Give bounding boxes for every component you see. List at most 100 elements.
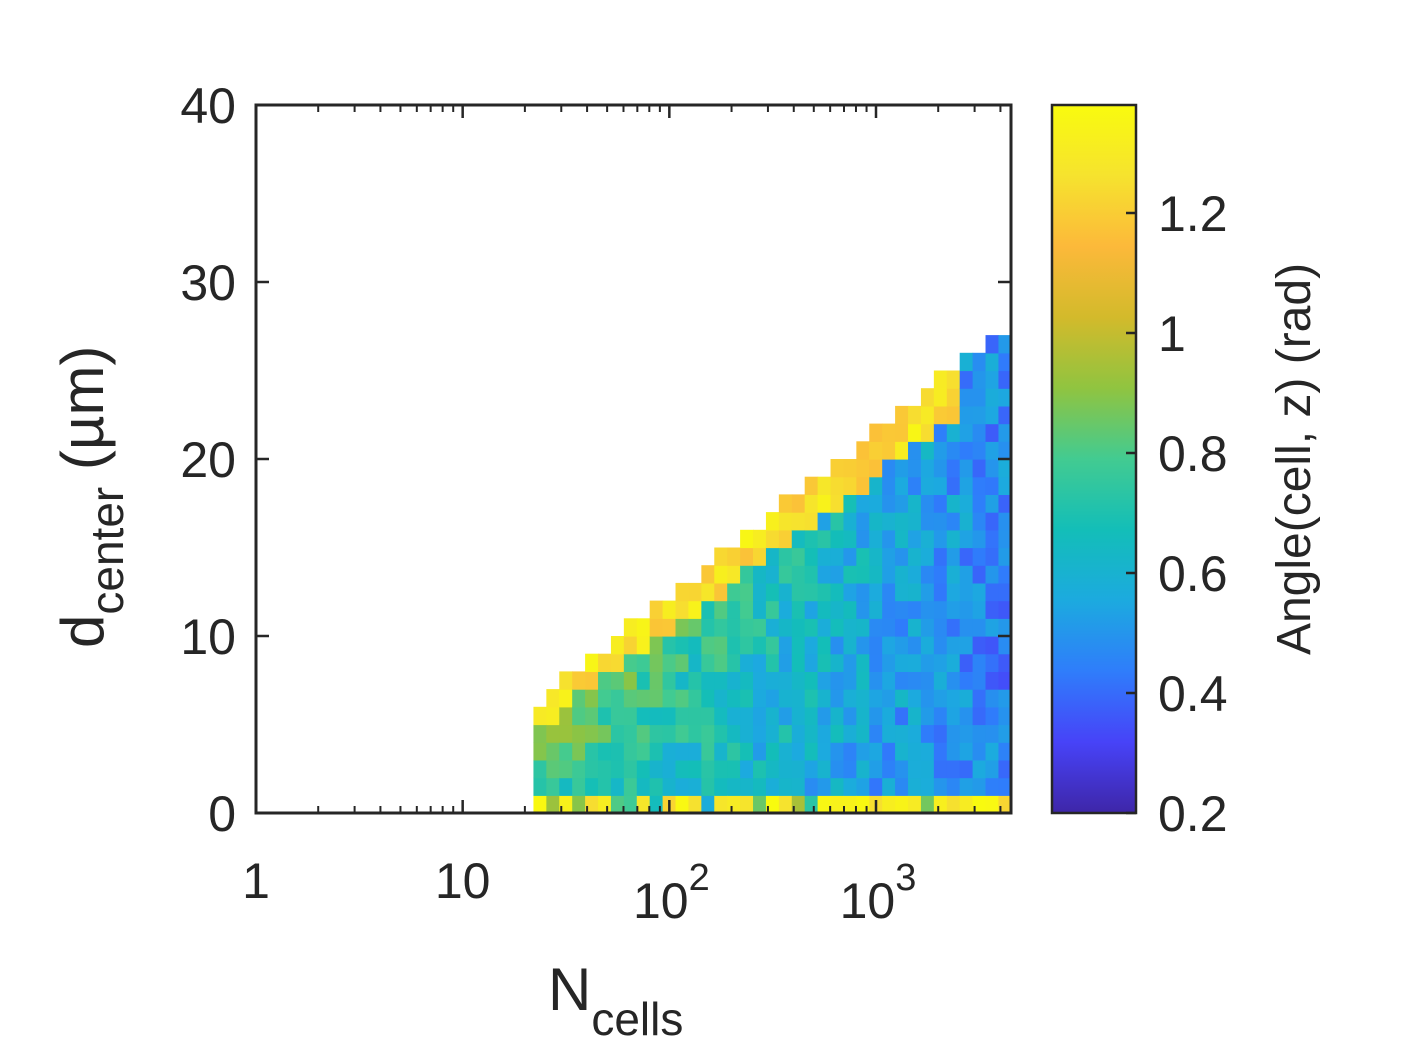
- heatmap-cell: [753, 795, 767, 814]
- heatmap-cell: [765, 582, 780, 602]
- heatmap-cell: [985, 706, 1000, 726]
- heatmap-cell: [998, 706, 1012, 726]
- heatmap-cell: [933, 582, 948, 602]
- heatmap-cell: [843, 582, 857, 602]
- heatmap-cell: [791, 494, 806, 513]
- heatmap-cell: [985, 742, 1000, 761]
- heatmap-cell: [585, 777, 599, 796]
- heatmap-cell: [985, 565, 1000, 584]
- heatmap-cell: [636, 653, 651, 672]
- heatmap-cell: [830, 689, 845, 708]
- heatmap-cell: [882, 689, 896, 708]
- heatmap-cell: [946, 494, 961, 513]
- heatmap-cell: [753, 565, 767, 584]
- heatmap-cell: [598, 706, 612, 726]
- heatmap-cell: [753, 529, 767, 549]
- heatmap-cell: [817, 653, 832, 672]
- heatmap-cell: [727, 671, 741, 690]
- heatmap-cell: [998, 724, 1012, 743]
- heatmap-cell: [585, 759, 599, 779]
- heatmap-cell: [610, 689, 625, 708]
- heatmap-cell: [856, 759, 870, 779]
- heatmap-cell: [714, 671, 728, 690]
- heatmap-cell: [959, 547, 974, 566]
- heatmap-cell: [791, 777, 806, 796]
- heatmap-cell: [727, 706, 741, 726]
- heatmap-cell: [610, 742, 625, 761]
- heatmap-cell: [908, 405, 922, 425]
- heatmap-cell: [649, 706, 664, 726]
- heatmap-cell: [972, 405, 987, 425]
- heatmap-cell: [727, 582, 741, 602]
- heatmap-cell: [817, 742, 832, 761]
- heatmap-cell: [546, 689, 560, 708]
- heatmap-cell: [843, 529, 857, 549]
- heatmap-cell: [946, 388, 961, 407]
- heatmap-cell: [804, 689, 819, 708]
- heatmap-cell: [959, 706, 974, 726]
- heatmap-cell: [675, 759, 690, 779]
- heatmap-cell: [740, 600, 754, 619]
- heatmap-cell: [895, 618, 909, 637]
- heatmap-cell: [585, 742, 599, 761]
- heatmap-cell: [869, 636, 883, 655]
- heatmap-cell: [985, 759, 1000, 779]
- heatmap-cell: [830, 759, 845, 779]
- heatmap-cell: [908, 565, 922, 584]
- heatmap-cell: [675, 706, 690, 726]
- heatmap-cell: [985, 423, 1000, 442]
- heatmap-cell: [959, 370, 974, 389]
- heatmap-cell: [985, 653, 1000, 672]
- heatmap-cell: [972, 742, 987, 761]
- heatmap-cell: [933, 742, 948, 761]
- heatmap-cell: [598, 742, 612, 761]
- heatmap-cell: [817, 494, 832, 513]
- heatmap-cell: [933, 529, 948, 549]
- heatmap-cell: [688, 689, 702, 708]
- heatmap-cell: [895, 706, 909, 726]
- heatmap-cell: [610, 706, 625, 726]
- heatmap-cell: [946, 706, 961, 726]
- heatmap-cell: [895, 653, 909, 672]
- heatmap-cell: [882, 565, 896, 584]
- heatmap-cell: [908, 742, 922, 761]
- heatmap-cell: [946, 724, 961, 743]
- heatmap-cell: [972, 441, 987, 460]
- x-tick-label: 1: [242, 853, 270, 909]
- heatmap-cell: [804, 671, 819, 690]
- heatmap-cell: [727, 565, 741, 584]
- heatmap-cell: [585, 653, 599, 672]
- heatmap-cell: [830, 777, 845, 796]
- heatmap-cell: [598, 795, 612, 814]
- y-tick-label: 10: [180, 609, 236, 665]
- heatmap-cell: [959, 618, 974, 637]
- heatmap-cell: [895, 582, 909, 602]
- heatmap-cell: [869, 653, 883, 672]
- heatmap-cell: [869, 724, 883, 743]
- heatmap-cell: [636, 689, 651, 708]
- heatmap-cell: [998, 636, 1012, 655]
- heatmap-cell: [740, 582, 754, 602]
- heatmap-cell: [804, 529, 819, 549]
- heatmap-cell: [998, 441, 1012, 460]
- heatmap-cell: [895, 671, 909, 690]
- heatmap-cell: [714, 795, 728, 814]
- heatmap-cell: [882, 582, 896, 602]
- heatmap-cell: [623, 759, 638, 779]
- heatmap-cell: [623, 777, 638, 796]
- heatmap-cells: [533, 335, 1012, 814]
- heatmap-cell: [895, 759, 909, 779]
- heatmap-cell: [933, 777, 948, 796]
- heatmap-cell: [753, 582, 767, 602]
- heatmap-cell: [714, 565, 728, 584]
- heatmap-cell: [688, 636, 702, 655]
- heatmap-cell: [701, 582, 715, 602]
- heatmap-cell: [791, 636, 806, 655]
- heatmap-cell: [946, 618, 961, 637]
- heatmap-cell: [959, 582, 974, 602]
- heatmap-cell: [753, 547, 767, 566]
- heatmap-cell: [830, 565, 845, 584]
- heatmap-cell: [585, 689, 599, 708]
- heatmap-cell: [791, 565, 806, 584]
- colorbar-ticks: 0.2 0.4 0.6 0.8 1 1.2: [1126, 186, 1228, 842]
